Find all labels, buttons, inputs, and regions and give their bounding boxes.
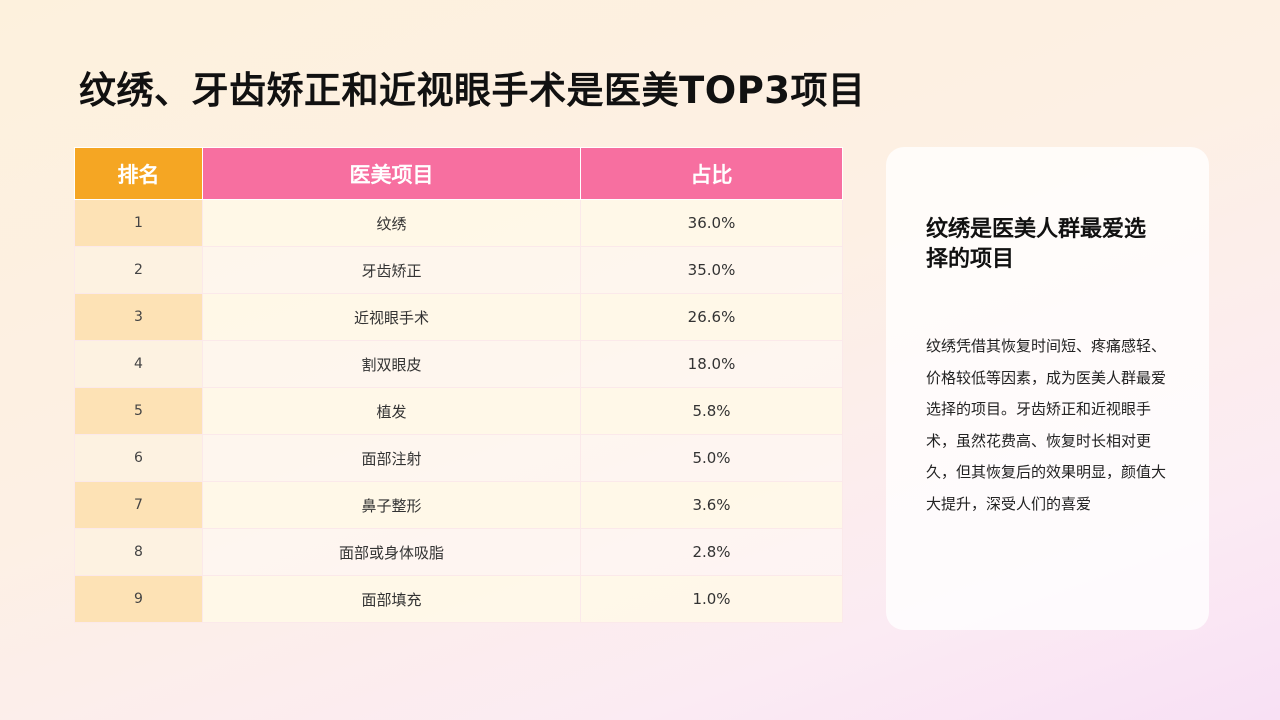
item-cell: 割双眼皮 xyxy=(202,340,581,388)
rank-cell: 1 xyxy=(74,199,203,247)
item-cell: 面部或身体吸脂 xyxy=(202,528,581,576)
table-header-row: 排名 医美项目 占比 xyxy=(74,147,843,200)
rank-cell: 8 xyxy=(74,528,203,576)
rank-cell: 5 xyxy=(74,387,203,435)
share-cell: 18.0% xyxy=(580,340,843,388)
share-cell: 26.6% xyxy=(580,293,843,341)
share-cell: 1.0% xyxy=(580,575,843,623)
rank-cell: 3 xyxy=(74,293,203,341)
table-row: 6 面部注射 5.0% xyxy=(74,434,843,482)
item-cell: 牙齿矫正 xyxy=(202,246,581,294)
header-item: 医美项目 xyxy=(202,147,581,200)
item-cell: 纹绣 xyxy=(202,199,581,247)
insight-body: 纹绣凭借其恢复时间短、疼痛感轻、价格较低等因素，成为医美人群最爱选择的项目。牙齿… xyxy=(926,337,1167,513)
table-row: 5 植发 5.8% xyxy=(74,387,843,435)
insight-title: 纹绣是医美人群最爱选择的项目 xyxy=(926,217,1147,272)
rank-cell: 4 xyxy=(74,340,203,388)
table-row: 2 牙齿矫正 35.0% xyxy=(74,246,843,294)
item-cell: 近视眼手术 xyxy=(202,293,581,341)
table-row: 4 割双眼皮 18.0% xyxy=(74,340,843,388)
table-row: 3 近视眼手术 26.6% xyxy=(74,293,843,341)
rank-cell: 9 xyxy=(74,575,203,623)
rank-cell: 2 xyxy=(74,246,203,294)
table-row: 8 面部或身体吸脂 2.8% xyxy=(74,528,843,576)
table-row: 7 鼻子整形 3.6% xyxy=(74,481,843,529)
header-rank: 排名 xyxy=(74,147,203,200)
share-cell: 36.0% xyxy=(580,199,843,247)
table-row: 9 面部填充 1.0% xyxy=(74,575,843,623)
table-row: 1 纹绣 36.0% xyxy=(74,199,843,247)
ranking-table: 排名 医美项目 占比 1 纹绣 36.0% 2 牙齿矫正 35.0% 3 近视眼… xyxy=(74,147,843,623)
item-cell: 植发 xyxy=(202,387,581,435)
header-share: 占比 xyxy=(580,147,843,200)
rank-cell: 7 xyxy=(74,481,203,529)
item-cell: 鼻子整形 xyxy=(202,481,581,529)
share-cell: 5.0% xyxy=(580,434,843,482)
rank-cell: 6 xyxy=(74,434,203,482)
share-cell: 35.0% xyxy=(580,246,843,294)
page-title: 纹绣、牙齿矫正和近视眼手术是医美TOP3项目 xyxy=(79,69,866,112)
item-cell: 面部注射 xyxy=(202,434,581,482)
share-cell: 2.8% xyxy=(580,528,843,576)
item-cell: 面部填充 xyxy=(202,575,581,623)
share-cell: 3.6% xyxy=(580,481,843,529)
share-cell: 5.8% xyxy=(580,387,843,435)
insight-card: 纹绣是医美人群最爱选择的项目 纹绣凭借其恢复时间短、疼痛感轻、价格较低等因素，成… xyxy=(886,147,1209,630)
